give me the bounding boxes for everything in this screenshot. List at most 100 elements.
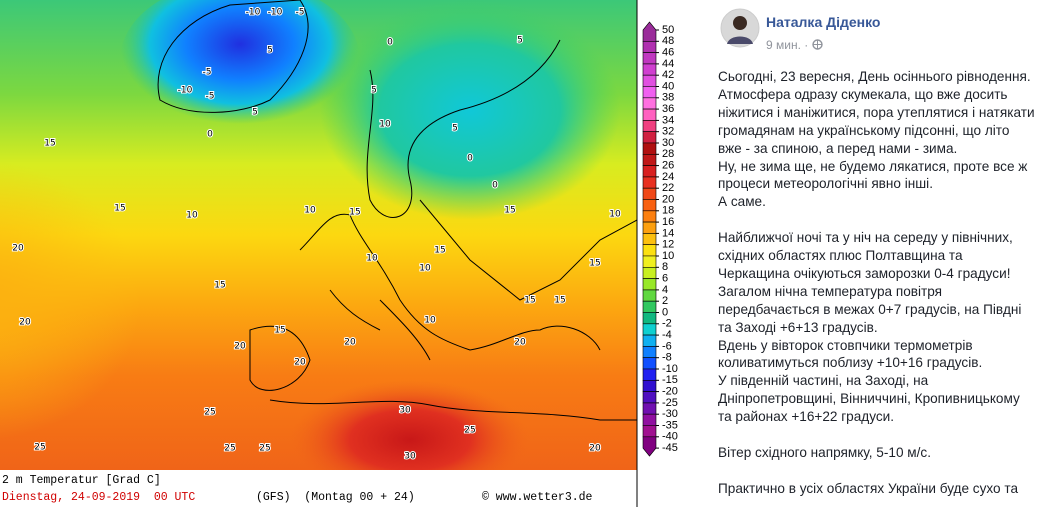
colorbar-segment [642,278,657,291]
contour-label: 0 [467,154,473,164]
colorbar-segment [642,413,657,426]
colorbar-label: 44 [662,58,674,70]
colorbar-label: 18 [662,205,674,217]
contour-label: 15 [214,281,225,291]
post-text-line: ніжитися і маніжитися, пора утеплятися і… [718,104,1035,120]
colorbar-label: 30 [662,137,674,149]
colorbar-segment [642,187,657,200]
post-text-line: та Заході +6+13 градусів. [718,319,878,335]
contour-label: 20 [514,338,526,348]
colorbar-segment [642,380,657,392]
contour-label: 15 [274,326,285,336]
contour-label: 20 [234,342,246,352]
time-text[interactable]: 9 мин. · [766,38,809,52]
contour-label: 15 [589,259,600,269]
author-name[interactable]: Наталка Діденко [766,14,881,30]
colorbar-segment [642,436,657,457]
avatar[interactable] [720,8,760,48]
globe-icon [811,39,823,50]
contour-label: 5 [252,108,258,118]
colorbar-segment [642,244,657,257]
colorbar-segment [642,210,657,223]
colorbar-label: -20 [662,386,678,398]
map-field [0,0,637,470]
colorbar-segment [642,63,657,76]
contour-label: 5 [371,86,377,96]
contour-label: 0 [207,130,213,140]
contour-label: 25 [259,444,270,454]
post-time[interactable]: 9 мин. · [766,38,823,52]
contour-label: -10 [178,86,193,96]
colorbar-label: 8 [662,261,668,273]
colorbar-label: 28 [662,148,674,160]
post-text-line: Вітер східного напрямку, 5-10 м/с. [718,444,931,460]
contour-label: 10 [424,316,436,326]
contour-label: -5 [203,68,212,78]
colorbar-segment [642,176,657,189]
contour-label: 5 [267,46,273,56]
post-text-line: Практично в усіх областях України буде с… [718,480,1019,496]
caption-source: © www.wetter3.de [482,491,593,504]
colorbar-segment [642,357,657,370]
colorbar-segment [642,21,657,42]
contour-label: 5 [452,124,458,134]
colorbar-label: 46 [662,47,674,59]
colorbar-label: 12 [662,239,674,251]
colorbar-segment [642,74,657,87]
colorbar-label: 0 [662,306,668,318]
colorbar-segment [642,142,657,155]
post-text-line: Вдень у вівторок стовпчики термометрів [718,337,973,353]
colorbar-segment [642,41,657,53]
post-text-line: Дніпропетровщині, Вінниччині, Кропивниць… [718,391,1020,407]
contour-label: 15 [349,208,360,218]
contour-label: -5 [206,92,215,102]
colorbar-segment [642,267,657,279]
caption-title: 2 m Temperatur [Grad C] [2,474,161,487]
post-text-line: Атмосфера одразу скумекала, що вже досит… [718,86,1008,102]
colorbar-label: 16 [662,216,674,228]
contour-label: 15 [44,139,55,149]
caption-date: Dienstag, 24-09-2019 00 UTC [2,491,195,504]
contour-label: 15 [434,246,445,256]
contour-label: 0 [492,181,498,191]
post-text-line: передбачається в межах 0+7 градусів, на … [718,301,1022,317]
colorbar-label: 38 [662,92,674,104]
contour-label: 5 [517,36,523,46]
colorbar-segment [642,154,657,166]
colorbar-segment [642,233,657,245]
colorbar-label: -35 [662,419,678,431]
colorbar-segment [642,52,657,65]
contour-label: 20 [344,338,356,348]
post-text-line: східних областях плюс Полтавщина та [718,248,963,263]
colorbar-label: 34 [662,114,674,126]
colorbar-label: 40 [662,80,674,92]
post-text-line: процеси метеорологічні явно інші. [718,176,933,192]
colorbar-label: 20 [662,193,674,205]
colorbar-label: -6 [662,340,672,352]
colorbar-label: 50 [662,24,674,36]
contour-label: 25 [204,408,215,418]
contour-label: 25 [464,426,475,436]
colorbar-label: 14 [662,227,674,239]
colorbar-segment [642,312,657,325]
colorbar-label: 24 [662,171,674,183]
colorbar-label: 32 [662,126,674,138]
colorbar-segment [642,165,657,178]
colorbar-label: 22 [662,182,674,194]
colorbar-segment [642,402,657,415]
colorbar-segment [642,255,657,268]
colorbar-label: -2 [662,318,672,330]
contour-label: 10 [304,206,316,216]
colorbar-label: -25 [662,397,678,409]
colorbar-segment [642,97,657,110]
colorbar-label: -45 [662,442,678,454]
contour-label: -10 [246,8,261,18]
contour-label: 10 [379,120,391,130]
colorbar-label: 2 [662,295,668,307]
post-text-line: Ну, не зима ще, не будемо лякатися, прот… [718,158,1028,174]
post-text-line: громадянам на українському підсонні, що … [718,122,1010,138]
contour-label: 20 [19,318,31,328]
contour-label: 10 [186,211,198,221]
